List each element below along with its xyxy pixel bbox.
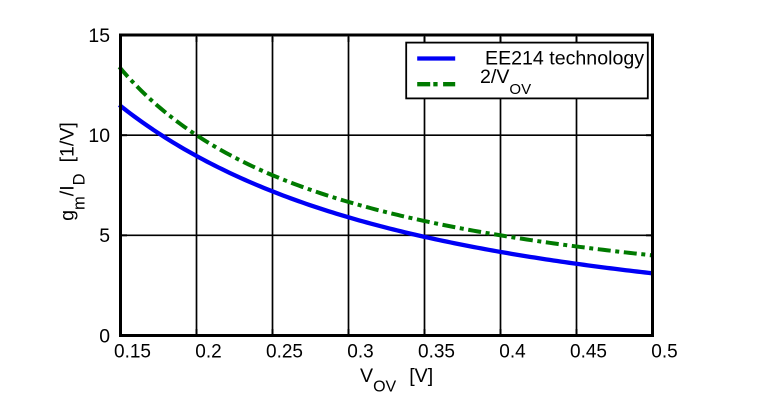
svg-text:0.35: 0.35: [418, 341, 455, 362]
svg-text:5: 5: [99, 225, 110, 247]
svg-text:15: 15: [88, 25, 110, 47]
svg-text:0.25: 0.25: [266, 341, 303, 362]
svg-text:0.3: 0.3: [347, 341, 373, 362]
svg-text:0: 0: [99, 325, 110, 347]
svg-text:0.15: 0.15: [114, 341, 151, 362]
svg-text:0.2: 0.2: [195, 341, 221, 362]
svg-text:0.45: 0.45: [570, 341, 607, 362]
svg-text:0.5: 0.5: [651, 341, 677, 362]
svg-text:EE214 technology: EE214 technology: [485, 48, 644, 70]
svg-text:10: 10: [88, 125, 110, 147]
svg-text:0.4: 0.4: [499, 341, 526, 362]
